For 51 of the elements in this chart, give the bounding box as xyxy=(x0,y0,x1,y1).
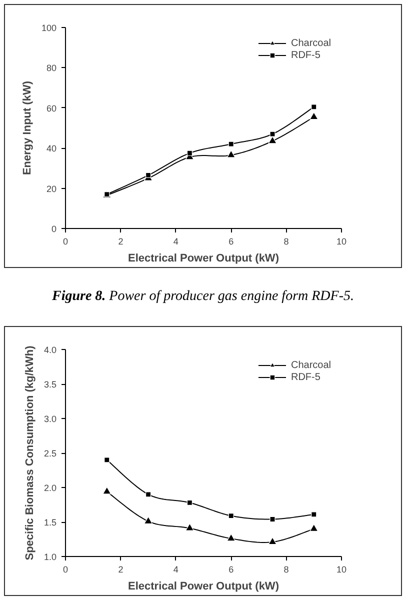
x-tick-label: 10 xyxy=(336,564,347,574)
y-tick-label: 40 xyxy=(46,144,57,154)
y-tick-label: 100 xyxy=(41,23,57,33)
y-tick-label: 3.0 xyxy=(44,414,57,424)
point xyxy=(228,141,234,147)
x-tick-label: 2 xyxy=(118,564,124,574)
point xyxy=(186,150,192,156)
y-tick-label: 4.0 xyxy=(44,345,57,355)
x-tick-label: 6 xyxy=(228,236,234,246)
point xyxy=(310,524,318,532)
x-tick-label: 0 xyxy=(62,236,68,246)
x-tick-label: 0 xyxy=(62,564,68,574)
y-axis-title: Energy Input (kW) xyxy=(21,80,34,176)
point xyxy=(226,534,236,542)
x-tick-label: 8 xyxy=(284,564,289,574)
y-tick-label: 80 xyxy=(46,63,57,74)
x-tick-label: 2 xyxy=(118,236,124,246)
point xyxy=(226,150,236,158)
x-tick-label: 4 xyxy=(173,564,178,574)
y-tick-label: 2.0 xyxy=(44,483,57,493)
caption: Figure 8. Power of producer gas engine form RDF-5. xyxy=(52,289,354,304)
y-tick-label: 60 xyxy=(46,103,57,114)
legend-label: Charcoal xyxy=(290,37,331,49)
x-axis-title: Electrical Power Output (kW) xyxy=(128,580,280,592)
point xyxy=(270,131,276,137)
y-tick-label: 1.0 xyxy=(44,552,57,562)
x-axis-title: Electrical Power Output (kW) xyxy=(128,252,280,264)
y-tick-label: 2.5 xyxy=(44,448,57,458)
point xyxy=(268,537,277,545)
point xyxy=(228,512,234,519)
x-tick-label: 4 xyxy=(173,236,178,246)
y-tick-label: 20 xyxy=(46,184,57,194)
point xyxy=(268,136,277,144)
legend-label: Charcoal xyxy=(290,359,331,371)
point xyxy=(185,523,194,531)
y-axis-title: Specific Biomass Consumption (kg/kWh) xyxy=(24,345,36,560)
x-tick-label: 6 xyxy=(228,564,234,574)
point xyxy=(311,512,317,518)
y-tick-label: 1.5 xyxy=(44,518,57,528)
y-tick-label: 3.5 xyxy=(44,380,57,390)
x-tick-label: 10 xyxy=(336,236,347,246)
x-tick-label: 8 xyxy=(284,236,289,246)
legend-label: RDF-5 xyxy=(290,371,320,383)
point xyxy=(146,492,152,498)
point xyxy=(311,104,317,110)
point xyxy=(144,516,153,524)
point xyxy=(310,112,318,120)
y-tick-label: 0 xyxy=(51,224,57,234)
legend-label: RDF-5 xyxy=(290,49,320,61)
point xyxy=(102,486,112,494)
point xyxy=(104,457,110,463)
